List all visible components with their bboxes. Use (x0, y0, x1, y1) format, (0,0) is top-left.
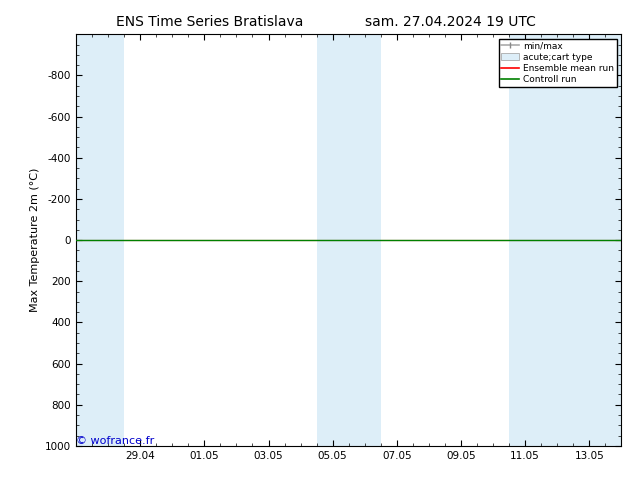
Text: © wofrance.fr: © wofrance.fr (77, 436, 155, 446)
Bar (76, 34, 124, 446)
Y-axis label: Max Temperature 2m (°C): Max Temperature 2m (°C) (30, 168, 39, 312)
Legend: min/max, acute;cart type, Ensemble mean run, Controll run: min/max, acute;cart type, Ensemble mean … (499, 39, 617, 87)
Bar (509, 34, 621, 446)
Text: ENS Time Series Bratislava: ENS Time Series Bratislava (115, 15, 303, 29)
Text: sam. 27.04.2024 19 UTC: sam. 27.04.2024 19 UTC (365, 15, 536, 29)
Bar (316, 34, 381, 446)
